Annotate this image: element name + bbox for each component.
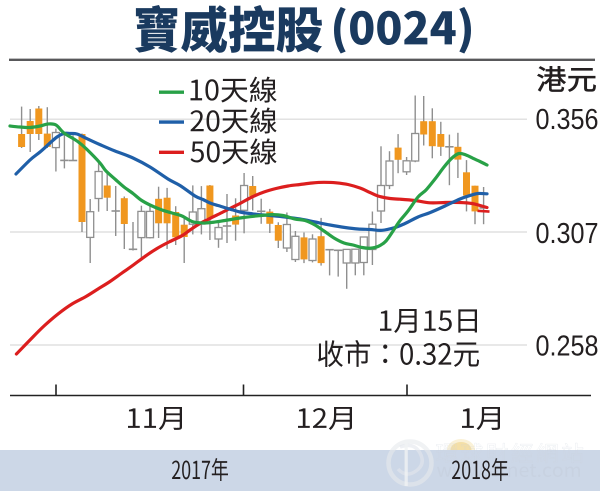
- svg-text:0.356: 0.356: [536, 104, 599, 136]
- svg-text:0.258: 0.258: [536, 330, 599, 362]
- svg-text:0.307: 0.307: [536, 218, 599, 250]
